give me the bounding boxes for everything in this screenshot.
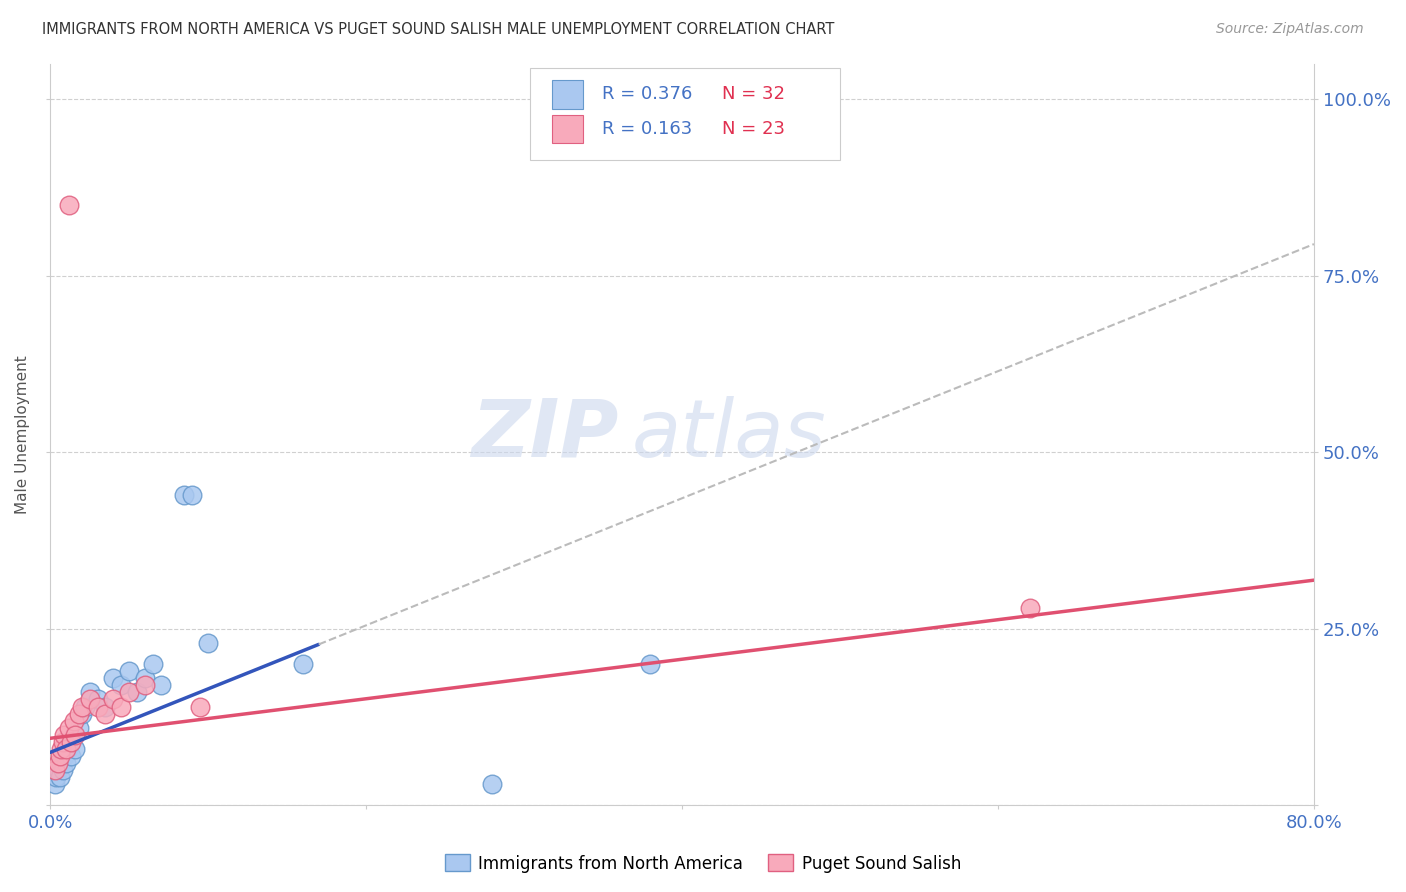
Point bbox=[640, 657, 662, 672]
Point bbox=[70, 706, 93, 721]
Point bbox=[86, 699, 108, 714]
Point bbox=[134, 678, 156, 692]
Point bbox=[65, 742, 87, 756]
Point bbox=[134, 671, 156, 685]
Point bbox=[67, 721, 90, 735]
Point bbox=[103, 692, 125, 706]
Point bbox=[45, 770, 67, 784]
Point bbox=[173, 488, 195, 502]
Point bbox=[70, 699, 93, 714]
FancyBboxPatch shape bbox=[530, 68, 839, 161]
Point bbox=[58, 735, 80, 749]
Text: Source: ZipAtlas.com: Source: ZipAtlas.com bbox=[1216, 22, 1364, 37]
Point bbox=[63, 714, 86, 728]
Point bbox=[110, 678, 132, 692]
Text: R = 0.163: R = 0.163 bbox=[602, 120, 693, 138]
Point bbox=[48, 770, 70, 784]
Text: atlas: atlas bbox=[631, 396, 827, 474]
Point bbox=[55, 756, 77, 770]
Point bbox=[59, 748, 82, 763]
Point bbox=[118, 665, 141, 679]
Point bbox=[125, 685, 148, 699]
FancyBboxPatch shape bbox=[553, 80, 583, 109]
Point bbox=[103, 671, 125, 685]
Point bbox=[181, 488, 204, 502]
Legend: Immigrants from North America, Puget Sound Salish: Immigrants from North America, Puget Sou… bbox=[439, 847, 967, 880]
Point bbox=[52, 735, 75, 749]
Point bbox=[94, 699, 117, 714]
Point bbox=[58, 198, 80, 212]
Point bbox=[46, 756, 69, 770]
Text: IMMIGRANTS FROM NORTH AMERICA VS PUGET SOUND SALISH MALE UNEMPLOYMENT CORRELATIO: IMMIGRANTS FROM NORTH AMERICA VS PUGET S… bbox=[42, 22, 835, 37]
Point bbox=[65, 728, 87, 742]
Point bbox=[291, 657, 314, 672]
Y-axis label: Male Unemployment: Male Unemployment bbox=[15, 355, 30, 514]
Point bbox=[73, 699, 96, 714]
Point bbox=[86, 692, 108, 706]
Point bbox=[79, 685, 101, 699]
Point bbox=[44, 763, 66, 777]
Point bbox=[48, 748, 70, 763]
Point bbox=[149, 678, 172, 692]
Point bbox=[55, 742, 77, 756]
FancyBboxPatch shape bbox=[553, 115, 583, 144]
Point bbox=[110, 699, 132, 714]
Point bbox=[197, 636, 219, 650]
Point bbox=[118, 685, 141, 699]
Point bbox=[67, 706, 90, 721]
Point bbox=[59, 735, 82, 749]
Point bbox=[481, 777, 503, 791]
Point bbox=[53, 728, 76, 742]
Point bbox=[46, 763, 69, 777]
Point bbox=[51, 756, 73, 770]
Point bbox=[53, 748, 76, 763]
Point bbox=[142, 657, 165, 672]
Point bbox=[52, 763, 75, 777]
Point bbox=[56, 742, 79, 756]
Point bbox=[63, 728, 86, 742]
Point bbox=[51, 742, 73, 756]
Point bbox=[79, 692, 101, 706]
Point bbox=[188, 699, 211, 714]
Point bbox=[94, 706, 117, 721]
Point bbox=[44, 777, 66, 791]
Text: N = 23: N = 23 bbox=[723, 120, 786, 138]
Text: N = 32: N = 32 bbox=[723, 86, 786, 103]
Text: R = 0.376: R = 0.376 bbox=[602, 86, 693, 103]
Text: ZIP: ZIP bbox=[471, 396, 619, 474]
Point bbox=[1018, 600, 1040, 615]
Point bbox=[58, 721, 80, 735]
